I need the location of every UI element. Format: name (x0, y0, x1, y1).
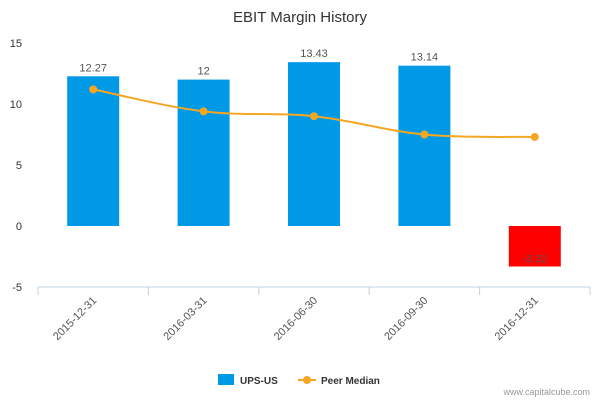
y-tick-label: 5 (16, 160, 22, 172)
bar-data-label: 13.43 (300, 48, 328, 60)
bar-data-label: 12.27 (79, 62, 107, 74)
bar-series (67, 62, 561, 267)
bar-data-labels: 12.27 12 13.43 13.14 -3.32 (79, 48, 547, 265)
bar-2016-12-31 (508, 226, 561, 267)
x-tick-label: 2016-12-31 (493, 295, 541, 343)
peer-median-point (420, 130, 429, 139)
peer-median-point (310, 112, 318, 121)
legend-marker-peer-median (303, 376, 311, 384)
x-tick-label: 2016-06-30 (272, 295, 320, 343)
x-axis-ticks: 2015-12-31 2016-03-31 2016-06-30 2016-09-30… (37, 287, 591, 343)
bar-data-label: -3.32 (522, 254, 547, 266)
peer-median-point (89, 85, 98, 94)
legend-swatch-ups (218, 374, 234, 385)
legend-label-ups: UPS-US (240, 376, 278, 387)
bar-2016-06-30 (288, 62, 340, 227)
y-tick-label: 0 (16, 221, 22, 233)
legend: UPS-US Peer Median (218, 374, 380, 387)
y-tick-label: 15 (10, 38, 22, 50)
bar-2016-09-30 (398, 65, 451, 226)
y-axis-ticks: -5 0 5 10 15 (10, 38, 22, 294)
bar-data-label: 12 (197, 66, 209, 78)
legend-label-peer-median: Peer Median (321, 376, 380, 387)
bar-2016-03-31 (177, 79, 230, 226)
chart-title: EBIT Margin History (233, 9, 367, 26)
peer-median-point (199, 107, 208, 116)
peer-median-series (89, 85, 539, 141)
x-tick-label: 2016-03-31 (161, 295, 209, 343)
bar-2015-12-31 (67, 76, 120, 226)
x-tick-label: 2016-09-30 (382, 295, 430, 343)
y-tick-label: 10 (10, 99, 22, 111)
credit-text: www.capitalcube.com (502, 387, 590, 397)
x-tick-label: 2015-12-31 (51, 295, 99, 343)
y-tick-label: -5 (12, 282, 22, 294)
peer-median-point (530, 132, 539, 141)
bar-data-label: 13.14 (411, 52, 439, 64)
